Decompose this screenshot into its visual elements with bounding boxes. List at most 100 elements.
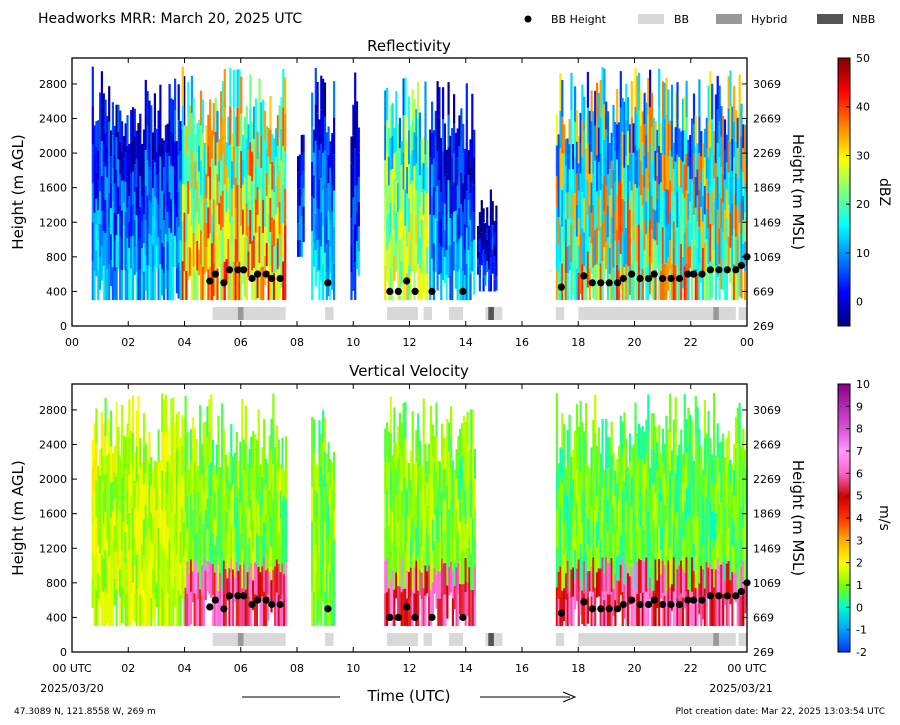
echo-cell <box>210 243 214 272</box>
echo-cell <box>418 466 422 492</box>
echo-cell <box>152 518 155 544</box>
bb-class-hybrid-bar <box>237 633 244 646</box>
echo-cell <box>333 597 336 627</box>
echo-cell <box>124 437 127 469</box>
echo-cell <box>440 457 444 492</box>
echo-cell <box>302 206 305 225</box>
echo-cell <box>736 178 739 209</box>
echo-cell <box>617 499 621 527</box>
echo-cell <box>164 234 167 262</box>
echo-cell <box>725 438 728 470</box>
echo-cell <box>742 124 745 149</box>
echo-cell <box>223 146 226 185</box>
echo-cell <box>709 532 712 564</box>
echo-cell <box>652 484 655 520</box>
echo-cell <box>126 423 129 458</box>
echo-cell <box>148 200 151 234</box>
echo-cell <box>424 595 427 627</box>
echo-cell <box>113 445 116 473</box>
echo-cell <box>398 551 401 587</box>
echo-cell <box>415 560 418 594</box>
echo-cell <box>323 556 327 592</box>
echo-cell <box>215 565 218 596</box>
echo-cell <box>561 590 564 627</box>
echo-cell <box>152 493 155 519</box>
echo-cell <box>400 212 403 237</box>
echo-cell <box>174 110 177 142</box>
echo-cell <box>189 105 192 134</box>
echo-cell <box>406 460 409 489</box>
echo-cell <box>204 451 207 481</box>
echo-cell <box>495 219 498 234</box>
echo-cell <box>274 214 278 243</box>
echo-cell <box>235 496 238 529</box>
echo-cell <box>723 209 727 240</box>
echo-cell <box>575 141 579 174</box>
echo-cell <box>203 273 206 301</box>
echo-cell <box>137 587 140 627</box>
echo-cell <box>170 398 173 437</box>
echo-cell <box>241 436 244 475</box>
echo-cell <box>411 180 414 211</box>
echo-cell <box>453 539 456 563</box>
echo-cell <box>577 190 580 219</box>
echo-cell <box>632 152 635 183</box>
colorbar-tick-label: -1 <box>856 624 867 637</box>
echo-cell <box>166 270 169 301</box>
echo-cell <box>597 568 600 597</box>
echo-cell <box>183 417 186 452</box>
echo-cell <box>264 486 268 515</box>
echo-cell <box>203 247 206 274</box>
echo-cell <box>625 532 628 564</box>
echo-cell <box>415 593 418 627</box>
echo-cell <box>168 84 171 120</box>
echo-cell <box>649 555 652 578</box>
echo-cell <box>200 160 203 196</box>
bb-height-point <box>737 261 746 270</box>
bb-height-point <box>650 596 658 604</box>
echo-cell <box>670 84 674 121</box>
echo-cell <box>420 492 423 520</box>
echo-cell <box>276 269 279 300</box>
echo-cell <box>393 127 396 154</box>
bb-height-point <box>254 270 262 278</box>
echo-cell <box>641 592 644 626</box>
echo-cell <box>384 461 387 495</box>
echo-cell <box>232 108 236 147</box>
echo-cell <box>409 450 412 480</box>
echo-cell <box>413 98 416 133</box>
echo-cell <box>164 179 167 207</box>
echo-cell <box>586 107 589 144</box>
echo-cell <box>213 492 216 519</box>
echo-cell <box>135 271 138 300</box>
echo-cell <box>585 477 588 515</box>
echo-cell <box>586 544 589 572</box>
x-tick-label: 14 <box>459 662 473 675</box>
echo-cell <box>491 201 494 214</box>
echo-cell <box>128 550 131 589</box>
echo-cell <box>605 213 608 242</box>
echo-cell <box>174 141 177 173</box>
echo-cell <box>97 210 100 241</box>
echo-cell <box>329 598 332 626</box>
echo-cell <box>207 114 210 146</box>
echo-cell <box>707 85 710 122</box>
colorbar-tick-label: 9 <box>856 400 863 413</box>
echo-cell <box>204 480 207 511</box>
echo-cell <box>725 563 728 595</box>
echo-cell <box>106 483 109 511</box>
echo-cell <box>172 473 175 512</box>
echo-cell <box>656 525 659 553</box>
echo-cell <box>590 212 593 244</box>
echo-cell <box>641 268 644 300</box>
echo-cell <box>166 153 169 183</box>
echo-cell <box>621 489 624 524</box>
echo-cell <box>727 430 730 464</box>
echo-cell <box>404 514 407 552</box>
echo-cell <box>652 208 655 240</box>
echo-cell <box>251 240 254 271</box>
echo-cell <box>731 267 734 301</box>
echo-cell <box>209 233 212 267</box>
echo-cell <box>95 408 98 445</box>
echo-cell <box>674 161 677 197</box>
